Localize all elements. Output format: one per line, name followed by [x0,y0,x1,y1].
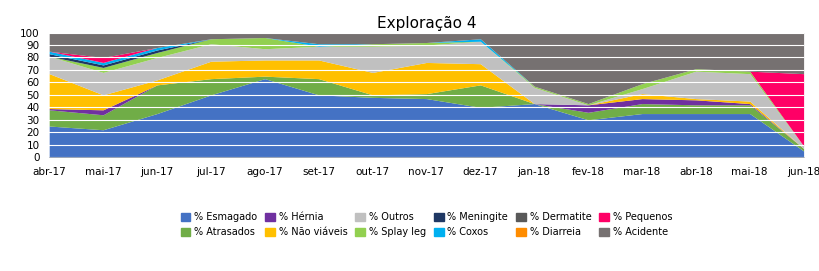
Title: Exploração 4: Exploração 4 [376,16,476,31]
Legend: % Esmagado, % Atrasados, % Hérnia, % Não viáveis, % Outros, % Splay leg, % Menin: % Esmagado, % Atrasados, % Hérnia, % Não… [178,209,674,240]
